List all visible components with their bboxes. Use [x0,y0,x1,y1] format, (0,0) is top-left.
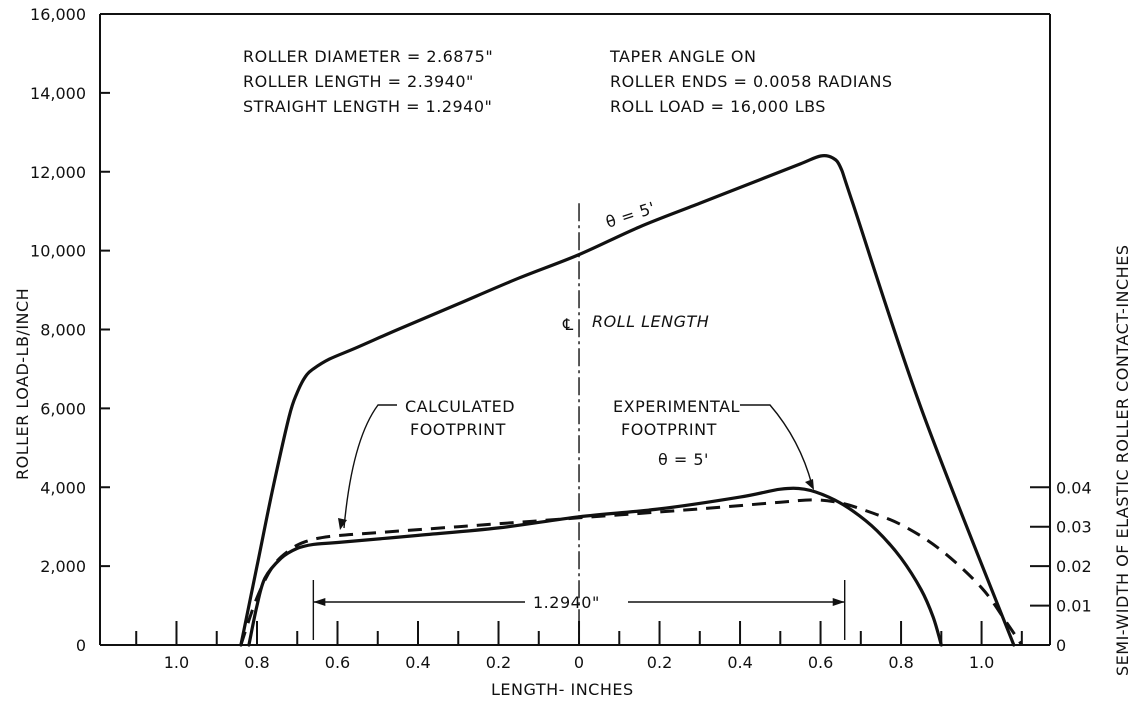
x-tick-label: 0.8 [244,653,269,672]
spec-roll-load: ROLL LOAD = 16,000 LBS [610,97,826,116]
y2-tick-label: 0 [1056,636,1066,655]
x-tick-label: 0.6 [808,653,833,672]
experimental-leader [740,404,813,486]
straight-length-label: 1.2940" [533,593,600,612]
x-axis-title: LENGTH- INCHES [491,680,634,699]
y-tick-label: 8,000 [40,321,86,340]
theta-label-lower: θ = 5' [658,450,709,469]
x-tick-label: 0 [574,653,584,672]
experimental-leader-arrow [805,479,814,490]
calculated-label-1: CALCULATED [405,397,515,416]
spec-roller-length: ROLLER LENGTH = 2.3940" [243,72,474,91]
spec-roller-diameter: ROLLER DIAMETER = 2.6875" [243,47,493,66]
dim-arrow-right [832,598,845,606]
y2-tick-label: 0.03 [1056,518,1092,537]
calculated-footprint-curve [239,498,1024,646]
y-tick-label: 4,000 [40,478,86,497]
calculated-leader-arrow [338,518,347,530]
x-tick-label: 0.8 [888,653,913,672]
dim-arrow-left [313,598,326,606]
y-axis-title: ROLLER LOAD-LB/INCH [13,288,32,480]
spec-taper-angle: TAPER ANGLE ON [609,47,756,66]
centerline-label: ROLL LENGTH [592,312,709,331]
y2-tick-label: 0.02 [1056,557,1092,576]
y-tick-label: 0 [76,636,86,655]
spec-roller-ends: ROLLER ENDS = 0.0058 RADIANS [610,72,893,91]
experimental-footprint-curve [247,486,943,647]
theta-label-upper: θ = 5' [603,198,657,232]
y-tick-label: 16,000 [30,5,86,24]
y2-tick-label: 0.01 [1056,597,1092,616]
x-tick-label: 1.0 [969,653,994,672]
x-tick-label: 0.2 [486,653,511,672]
y2-tick-label: 0.04 [1056,478,1092,497]
calculated-leader [343,404,397,529]
roller-load-curve [239,154,1016,647]
chart-annotations: ROLLER DIAMETER = 2.6875" ROLLER LENGTH … [13,47,1130,699]
x-tick-label: 0.4 [405,653,430,672]
y-tick-label: 6,000 [40,399,86,418]
centerline-symbol: ℄ [562,315,574,334]
experimental-label-2: FOOTPRINT [621,420,717,439]
x-tick-label: 0.2 [647,653,672,672]
y-tick-label: 12,000 [30,163,86,182]
x-tick-label: 1.0 [164,653,189,672]
x-tick-label: 0.6 [325,653,350,672]
x-tick-label: 0.4 [727,653,752,672]
spec-straight-length: STRAIGHT LENGTH = 1.2940" [243,97,492,116]
y2-axis-title: SEMI-WIDTH OF ELASTIC ROLLER CONTACT-INC… [1113,245,1130,676]
y-tick-label: 2,000 [40,557,86,576]
experimental-label-1: EXPERIMENTAL [613,397,740,416]
y-tick-label: 10,000 [30,242,86,261]
calculated-label-2: FOOTPRINT [410,420,506,439]
y-tick-label: 14,000 [30,84,86,103]
